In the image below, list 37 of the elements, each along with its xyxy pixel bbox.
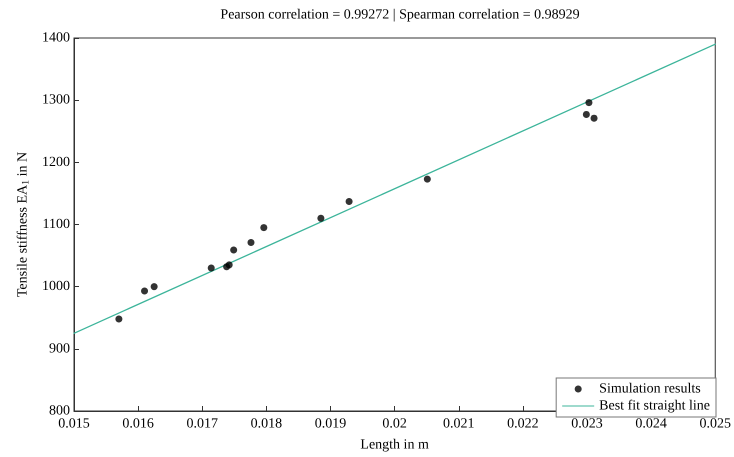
point [226, 261, 233, 268]
y-tick-label: 800 [49, 404, 70, 418]
chart-title: Pearson correlation = 0.99272 | Spearman correlation = 0.98929 [220, 8, 580, 22]
x-tick-label: 0.02 [382, 416, 407, 432]
x-tick-label: 0.022 [507, 416, 539, 432]
point [346, 198, 353, 205]
x-tick-label: 0.017 [186, 416, 218, 432]
point [317, 214, 324, 222]
x-axis-title: Length in m [360, 438, 429, 452]
point [585, 99, 592, 106]
x-tick-label: 0.016 [122, 416, 154, 432]
x-tick-label: 0.018 [250, 416, 282, 432]
point [590, 114, 598, 122]
point [424, 176, 431, 183]
point [582, 110, 590, 118]
point [260, 224, 268, 232]
point [150, 283, 158, 290]
legend-label: Simulation results [599, 382, 701, 396]
y-tick-label: 1100 [42, 217, 70, 232]
x-tick-label: 0.024 [635, 416, 667, 432]
y-tick-label: 1400 [42, 30, 70, 46]
point [247, 239, 254, 246]
point [230, 246, 238, 254]
point [208, 264, 215, 272]
y-tick-label: 1200 [42, 154, 70, 170]
y-tick-label: 1300 [42, 92, 70, 108]
x-tick-label: 0.019 [314, 416, 346, 432]
x-tick-label: 0.015 [58, 416, 90, 432]
x-tick-label: 0.023 [571, 416, 603, 432]
y-axis-title: Tensile stiffness EA1 in N [16, 152, 32, 298]
point [115, 315, 122, 322]
x-tick-label: 0.021 [443, 416, 474, 432]
y-tick-label: 1000 [42, 279, 70, 294]
y-tick-label: 900 [49, 341, 70, 356]
point [141, 288, 148, 295]
x-tick-label: 0.025 [700, 416, 731, 432]
legend-label: Best fit straight line [599, 398, 710, 414]
